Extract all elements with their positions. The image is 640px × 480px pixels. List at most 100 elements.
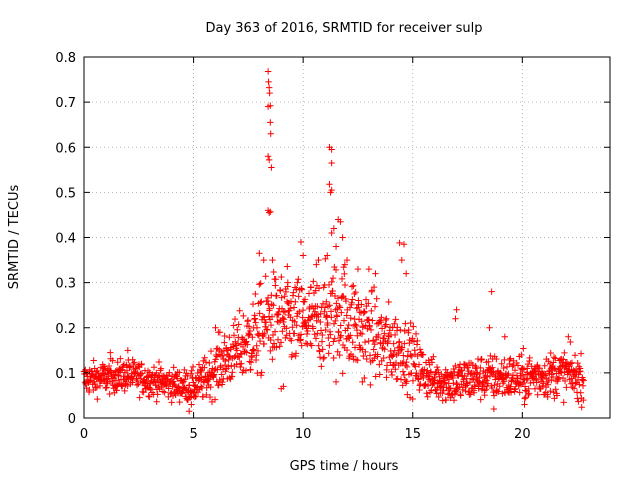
- data-point: [264, 294, 272, 302]
- data-point: [221, 339, 228, 346]
- data-point: [280, 316, 288, 323]
- data-point: [482, 386, 490, 393]
- data-point: [202, 359, 210, 366]
- data-point: [470, 389, 478, 397]
- data-point: [327, 308, 335, 315]
- data-point: [560, 399, 567, 406]
- data-point: [276, 343, 283, 350]
- data-point: [295, 293, 302, 300]
- data-point: [438, 370, 445, 378]
- y-tick-label: 0.7: [55, 96, 76, 111]
- x-tick-label: 0: [80, 427, 88, 442]
- data-point: [161, 389, 168, 396]
- data-point: [325, 350, 332, 357]
- data-point: [323, 313, 331, 320]
- data-point: [377, 340, 384, 347]
- data-point: [267, 347, 274, 355]
- data-point: [119, 362, 127, 370]
- data-point: [256, 281, 263, 288]
- data-point: [264, 326, 271, 334]
- data-point: [235, 321, 242, 328]
- data-point: [269, 356, 276, 363]
- y-tick-label: 0.1: [55, 367, 76, 382]
- data-point: [415, 361, 423, 368]
- data-point: [514, 362, 522, 369]
- data-point: [531, 367, 538, 374]
- data-point: [201, 364, 208, 371]
- data-point: [335, 328, 342, 336]
- data-point: [101, 371, 108, 378]
- data-point: [407, 319, 414, 327]
- data-point: [467, 391, 474, 398]
- data-point: [378, 314, 385, 321]
- data-point: [145, 373, 152, 381]
- data-point: [264, 68, 272, 75]
- data-point: [485, 358, 492, 365]
- data-point: [402, 320, 409, 327]
- data-point: [124, 347, 132, 354]
- data-point: [234, 340, 242, 347]
- data-point: [109, 357, 116, 364]
- data-point: [547, 349, 554, 357]
- data-point: [292, 350, 300, 357]
- data-point: [391, 320, 398, 327]
- data-point: [222, 357, 229, 365]
- data-point: [166, 369, 173, 376]
- data-point: [140, 389, 147, 396]
- data-point: [288, 351, 296, 358]
- data-point: [565, 333, 572, 340]
- data-point: [129, 379, 136, 386]
- data-point: [336, 351, 343, 359]
- data-point: [170, 380, 178, 388]
- data-point: [324, 252, 331, 259]
- data-point: [326, 181, 333, 188]
- data-point: [359, 378, 366, 386]
- data-point: [380, 354, 387, 362]
- data-point: [403, 363, 411, 371]
- data-point: [268, 164, 275, 171]
- x-tick-label: 5: [189, 427, 197, 442]
- data-point: [477, 364, 484, 372]
- data-point: [314, 330, 321, 337]
- data-point: [330, 338, 337, 345]
- data-point: [347, 314, 354, 322]
- data-point: [575, 371, 582, 378]
- data-point: [228, 362, 235, 369]
- data-point: [511, 388, 518, 395]
- data-point: [332, 317, 339, 325]
- y-tick-label: 0.8: [55, 51, 76, 66]
- data-point: [181, 376, 189, 383]
- data-point: [174, 375, 181, 382]
- data-point: [366, 322, 373, 330]
- data-point: [303, 330, 311, 338]
- data-point: [396, 239, 403, 247]
- data-point: [273, 344, 280, 351]
- data-point: [406, 394, 414, 401]
- data-point: [248, 353, 256, 361]
- data-point: [412, 330, 420, 338]
- data-point: [278, 294, 285, 301]
- data-point: [238, 360, 245, 367]
- data-point: [319, 300, 327, 307]
- data-point: [416, 346, 424, 353]
- data-point: [212, 324, 219, 331]
- data-point: [525, 390, 533, 397]
- data-point: [472, 373, 480, 381]
- data-point: [257, 280, 264, 287]
- data-point: [256, 337, 264, 345]
- data-point: [315, 256, 322, 264]
- data-point: [560, 356, 567, 363]
- data-point: [498, 360, 505, 367]
- data-point: [126, 363, 134, 370]
- data-point: [325, 334, 332, 342]
- data-point: [567, 338, 574, 346]
- data-point: [579, 382, 587, 389]
- data-point: [93, 383, 101, 391]
- data-point: [346, 304, 354, 311]
- data-point: [92, 384, 99, 392]
- data-point: [94, 395, 101, 403]
- data-point: [181, 384, 188, 392]
- data-point: [388, 368, 395, 376]
- data-point: [267, 102, 274, 109]
- data-point: [236, 354, 243, 361]
